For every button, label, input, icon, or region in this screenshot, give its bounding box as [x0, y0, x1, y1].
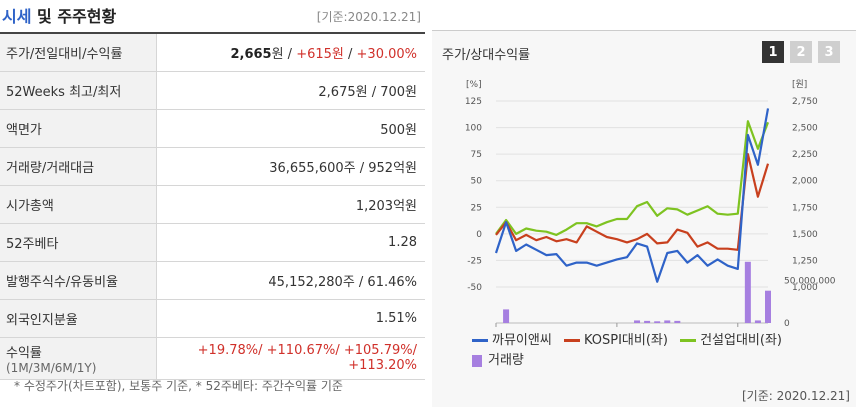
legend-item-volume: 거래량	[472, 351, 524, 371]
volume-bar	[765, 290, 771, 323]
series-line-2	[495, 120, 770, 236]
current-price: 2,665	[230, 46, 272, 62]
legend-swatch	[563, 339, 580, 342]
section-title: 시세 및 주주현황	[2, 3, 116, 27]
right-tick-label: 1,000	[792, 283, 818, 293]
right-tick-label: 2,750	[792, 97, 818, 107]
legend-item-stock: 까뮤이앤씨	[472, 331, 552, 351]
row-label: 52주베타	[0, 223, 157, 262]
legend-label: 까뮤이앤씨	[492, 332, 552, 348]
price-chart: [%] [원] 125 2,750 100 2,500 75 2,250 50 2,000 25 1,…	[465, 79, 836, 329]
row-value: 1.51%	[156, 299, 425, 338]
volume-tick-label: 50,000,000	[784, 277, 836, 287]
volume-bar	[644, 320, 651, 323]
chart-asof-date: [기준: 2020.12.21]	[741, 389, 850, 403]
right-tick-label: 1,250	[792, 256, 818, 266]
footnote: * 수정주가(차트포함), 보통주 기준, * 52주베타: 주간수익률 기준	[14, 379, 343, 393]
row-label: 52Weeks 최고/최저	[0, 71, 157, 110]
row-label: 액면가	[0, 109, 157, 148]
row-label: 발행주식수/유동비율	[0, 261, 157, 300]
row-label: 거래량/거래대금	[0, 147, 157, 186]
series-line-0	[494, 108, 770, 283]
right-tick-label: 2,000	[792, 177, 818, 187]
volume-bar	[654, 321, 661, 323]
row-value: 1,203억원	[156, 185, 425, 224]
row-value: 2,665원 / +615원 / +30.00%	[156, 33, 425, 72]
table-row: 시가총액 1,203억원	[0, 185, 425, 224]
row-value: +19.78%/ +110.67%/ +105.79%/+113.20%	[156, 337, 425, 380]
row-value: 45,152,280주 / 61.46%	[156, 261, 425, 300]
right-tick-label: 1,750	[792, 203, 818, 213]
left-tick-label: 100	[465, 124, 482, 134]
chart-tab-1[interactable]: 1	[762, 41, 784, 63]
price-unit: 원 /	[271, 46, 297, 62]
legend-swatch	[472, 354, 482, 367]
section-header: 시세 및 주주현황 [기준:2020.12.21]	[0, 0, 425, 32]
change-rate: +30.00%	[356, 46, 417, 62]
left-tick-label: 125	[465, 97, 482, 107]
left-tick-label: 25	[471, 203, 482, 213]
stock-info-panel: 시세 및 주주현황 [기준:2020.12.21] 주가/전일대비/수익률 2,…	[0, 0, 425, 407]
volume-bar	[744, 261, 751, 323]
table-row: 52Weeks 최고/최저 2,675원 / 700원	[0, 71, 425, 110]
legend-label: 거래량	[488, 352, 524, 368]
row-value: 500원	[156, 109, 425, 148]
legend-item-kospi: KOSPI대비(좌)	[563, 331, 668, 351]
legend-label: 건설업대비(좌)	[700, 332, 782, 348]
legend-label: KOSPI대비(좌)	[583, 332, 668, 348]
volume-bar	[634, 320, 641, 323]
left-tick-label: -25	[467, 256, 482, 266]
legend-swatch	[472, 339, 488, 342]
section-title-accent: 시세	[2, 7, 32, 26]
right-tick-label: 1,500	[792, 230, 818, 240]
left-tick-label: 50	[471, 177, 483, 187]
table-row: 52주베타 1.28	[0, 223, 425, 262]
volume-bar	[503, 309, 510, 323]
asof-date: [기준:2020.12.21]	[316, 10, 421, 24]
row-label-sub: (1M/3M/6M/1Y)	[6, 360, 97, 375]
table-row: 거래량/거래대금 36,655,600주 / 952억원	[0, 147, 425, 186]
series-line-1	[495, 152, 770, 251]
value-separator: /	[343, 46, 357, 62]
left-axis-label: [%]	[466, 80, 482, 90]
table-row: 외국인지분율 1.51%	[0, 299, 425, 338]
chart-legend: 까뮤이앤씨 KOSPI대비(좌) 건설업대비(좌) 거래량	[472, 329, 852, 374]
table-row: 수익률 (1M/3M/6M/1Y) +19.78%/ +110.67%/ +105…	[0, 337, 425, 380]
right-tick-label: 2,250	[792, 150, 818, 160]
table-row: 발행주식수/유동비율 45,152,280주 / 61.46%	[0, 261, 425, 300]
row-label: 수익률 (1M/3M/6M/1Y)	[0, 337, 157, 380]
volume-bar	[664, 320, 671, 323]
row-label-main: 수익률	[6, 345, 42, 361]
volume-bar	[674, 320, 681, 323]
row-label: 주가/전일대비/수익률	[0, 33, 157, 72]
chart-tab-2[interactable]: 2	[790, 41, 812, 63]
volume-tick-label: 0	[784, 319, 790, 329]
chart-title: 주가/상대수익률	[442, 48, 531, 63]
returns-line-2: +113.20%	[348, 358, 417, 373]
left-tick-label: -50	[467, 283, 482, 293]
stock-info-table: 주가/전일대비/수익률 2,665원 / +615원 / +30.00% 52W…	[0, 32, 425, 380]
legend-item-sector: 건설업대비(좌)	[680, 331, 782, 351]
returns-line-1: +19.78%/ +110.67%/ +105.79%/	[197, 343, 417, 358]
right-tick-label: 2,500	[792, 124, 818, 134]
volume-bar	[754, 320, 761, 323]
row-label: 외국인지분율	[0, 299, 157, 338]
section-title-rest: 및 주주현황	[31, 7, 117, 26]
chart-panel: 주가/상대수익률 1 2 3 [%] [원] 125 2,750 100 2,500 75 2…	[432, 30, 856, 407]
row-value: 36,655,600주 / 952억원	[156, 147, 425, 186]
right-axis-label: [원]	[792, 79, 807, 90]
price-change: +615원	[296, 46, 344, 62]
left-tick-label: 75	[471, 150, 482, 160]
table-row: 주가/전일대비/수익률 2,665원 / +615원 / +30.00%	[0, 33, 425, 72]
chart-tab-3[interactable]: 3	[818, 41, 840, 63]
row-value: 2,675원 / 700원	[156, 71, 425, 110]
chart-tabs: 1 2 3	[762, 41, 840, 63]
left-tick-label: 0	[476, 230, 482, 240]
row-label: 시가총액	[0, 185, 157, 224]
legend-swatch	[680, 339, 697, 342]
row-value: 1.28	[156, 223, 425, 262]
table-row: 액면가 500원	[0, 109, 425, 148]
